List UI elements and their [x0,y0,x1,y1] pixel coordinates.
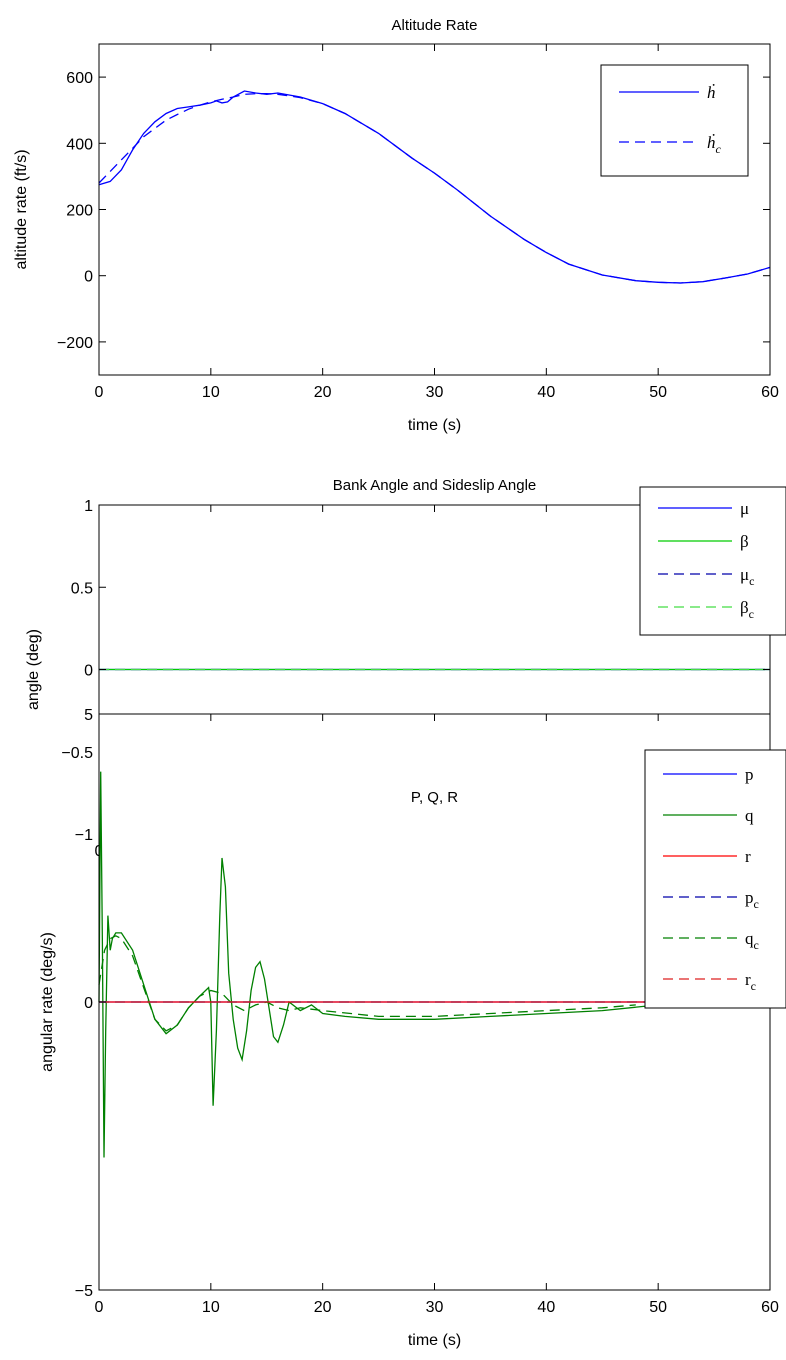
x-tick-label: 20 [314,1299,332,1316]
x-tick-label: 50 [649,384,667,401]
y-axis-label: angle (deg) [25,629,42,710]
legend-box [600,64,749,177]
chart-title: Altitude Rate [392,17,478,34]
x-axis-label: time (s) [408,1332,461,1349]
y-tick-label: 600 [66,70,93,87]
legend: μβ μc βc [639,486,786,636]
legend-label: pc [745,888,759,911]
chart-panel-1: 0 10 20 30 40 50 60 −200 0 200 400 600 Altitude Rate… [13,17,779,434]
x-tick-label: 10 [202,384,220,401]
legend-label: βc [740,598,754,621]
y-tick-label: 0 [84,269,93,286]
y-tick-label: 0 [84,995,93,1012]
y-tick-label: 400 [66,136,93,153]
y-tick-label: 0.5 [71,580,93,597]
x-tick-label: 30 [426,1299,444,1316]
legend-box [639,486,786,636]
legend-label: p [745,765,754,784]
legend-label: μc [740,565,754,588]
x-tick-label: 50 [649,1299,667,1316]
legend-box [644,749,786,1009]
legend-label: ḣc [707,133,722,156]
y-tick-label: 0 [84,663,93,680]
x-tick-label: 30 [426,384,444,401]
y-tick-label: −1 [75,827,93,844]
x-tick-label: 10 [202,1299,220,1316]
x-tick-label: 40 [537,1299,555,1316]
x-axis-label: time (s) [408,417,461,434]
y-tick-label: 200 [66,203,93,220]
chart-title: P, Q, R [411,789,458,806]
legend-label: qc [745,929,759,952]
y-tick-label: −200 [57,335,93,352]
series-line-q [98,771,771,1158]
y-axis-label: angular rate (deg/s) [39,932,56,1072]
series-line-ḣc [98,93,771,284]
y-axis-label: altitude rate (ft/s) [13,149,30,269]
legend: ḣ ḣc [600,64,749,177]
x-tick-label: 20 [314,384,332,401]
series-line-qc [98,935,636,1032]
x-tick-label: 60 [761,384,779,401]
legend-label: r [745,847,751,866]
y-tick-label: 1 [84,498,93,515]
legend: p q r pc qc rc [644,749,786,1009]
y-tick-label: −5 [75,1283,93,1300]
x-tick-label: 0 [95,1299,104,1316]
x-tick-label: 40 [537,384,555,401]
y-tick-label: −0.5 [61,745,93,762]
x-tick-label: 60 [761,1299,779,1316]
y-tick-label: 5 [84,707,93,724]
legend-label: β [740,532,749,551]
legend-label: ḣ [707,83,716,102]
legend-label: μ [740,499,749,518]
legend-label: q [745,806,754,825]
legend-label: rc [745,970,756,993]
x-tick-label: 0 [95,384,104,401]
chart-title: Bank Angle and Sideslip Angle [333,477,537,494]
